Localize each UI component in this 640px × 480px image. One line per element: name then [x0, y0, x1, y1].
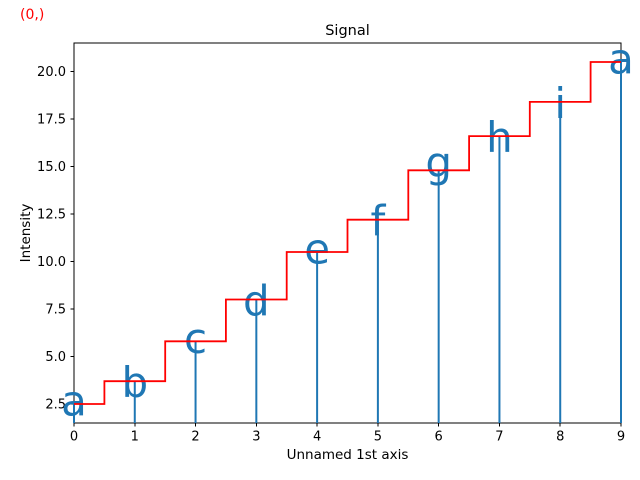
x-tick-label: 9 — [617, 430, 625, 445]
chart-title: Signal — [325, 23, 370, 39]
point-marker: g — [425, 138, 452, 187]
x-tick-label: 2 — [191, 430, 199, 445]
point-marker: a — [608, 35, 634, 84]
y-axis-label: Intensity — [18, 203, 34, 263]
y-tick-label: 12.5 — [37, 208, 66, 223]
y-tick-label: 20.0 — [37, 65, 66, 80]
y-tick-label: 7.5 — [45, 303, 66, 318]
x-tick-label: 7 — [495, 430, 503, 445]
x-tick-label: 5 — [374, 430, 382, 445]
point-marker: e — [304, 225, 330, 274]
point-marker: f — [370, 197, 386, 246]
y-tick-label: 17.5 — [37, 113, 66, 128]
point-marker: c — [184, 314, 207, 363]
y-tick-label: 2.5 — [45, 398, 66, 413]
x-tick-label: 3 — [252, 430, 260, 445]
x-tick-label: 8 — [556, 430, 564, 445]
point-marker: i — [554, 79, 566, 128]
x-tick-label: 0 — [70, 430, 78, 445]
x-tick-label: 4 — [313, 430, 321, 445]
y-tick-label: 15.0 — [37, 160, 66, 175]
point-marker: h — [486, 113, 513, 162]
shape-annotation: (0,) — [20, 7, 45, 23]
y-tick-label: 5.0 — [45, 350, 66, 365]
point-marker: b — [121, 358, 148, 407]
x-tick-label: 1 — [131, 430, 139, 445]
point-marker: a — [61, 377, 87, 426]
x-tick-label: 6 — [435, 430, 443, 445]
y-tick-label: 10.0 — [37, 255, 66, 270]
point-marker: d — [243, 277, 270, 326]
x-axis-label: Unnamed 1st axis — [286, 447, 409, 463]
step-line — [74, 61, 621, 405]
